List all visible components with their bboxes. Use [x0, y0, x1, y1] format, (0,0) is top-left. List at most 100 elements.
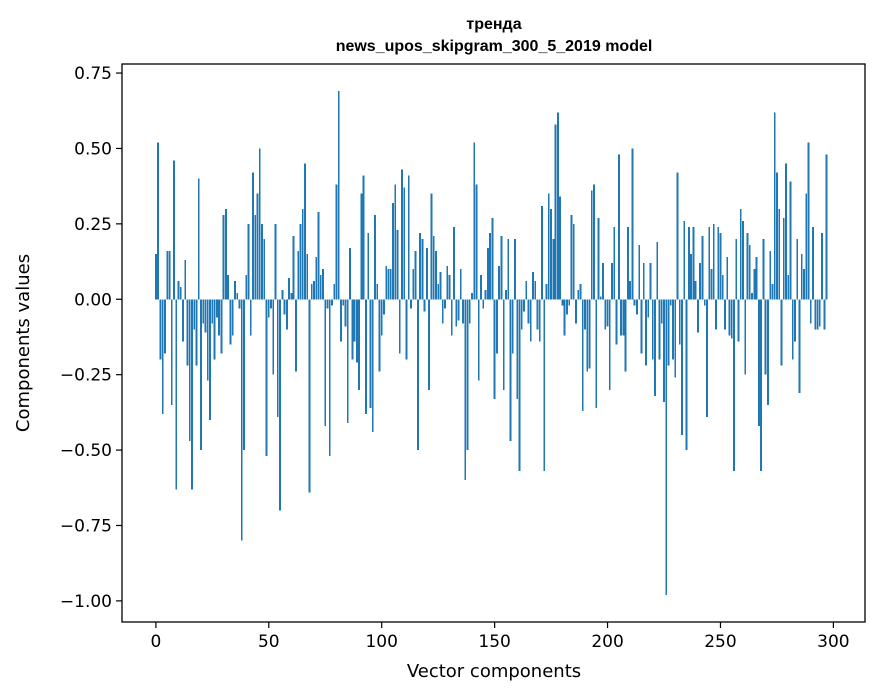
bar-component-105 — [392, 202, 394, 300]
bar-component-283 — [794, 299, 796, 342]
bar-component-202 — [611, 263, 613, 300]
bar-component-197 — [599, 296, 602, 300]
bar-component-226 — [665, 299, 668, 595]
bar-component-291 — [812, 226, 814, 300]
bar-component-220 — [651, 299, 654, 360]
bar-component-176 — [552, 238, 555, 300]
bar-component-286 — [800, 254, 803, 300]
bar-component-153 — [500, 235, 503, 300]
y-tick-label: −0.25 — [60, 366, 112, 386]
plot-frame — [121, 63, 866, 623]
bar-component-284 — [796, 238, 799, 300]
bar-component-66 — [304, 163, 306, 300]
bar-component-151 — [495, 299, 498, 354]
bar-component-126 — [439, 272, 442, 300]
bar-component-11 — [179, 287, 182, 300]
bar-component-129 — [446, 266, 449, 300]
bar-component-179 — [559, 196, 562, 300]
bar-component-156 — [507, 238, 510, 300]
bar-component-141 — [473, 142, 476, 300]
bar-component-180 — [561, 299, 564, 306]
bar-component-211 — [631, 148, 634, 300]
bar-component-155 — [505, 290, 507, 300]
bar-component-72 — [317, 211, 320, 300]
bar-component-84 — [344, 299, 347, 327]
bar-component-214 — [638, 244, 641, 300]
bar-component-279 — [785, 163, 787, 300]
bar-component-46 — [258, 148, 261, 300]
bar-component-50 — [267, 299, 270, 318]
bar-component-208 — [624, 299, 627, 372]
bar-component-222 — [656, 241, 659, 300]
bar-component-25 — [211, 299, 214, 324]
bar-component-290 — [809, 299, 812, 324]
bar-component-109 — [401, 169, 403, 300]
bar-component-277 — [780, 299, 783, 366]
bar-component-63 — [297, 251, 300, 300]
bar-component-2 — [159, 299, 162, 360]
bar-component-47 — [261, 223, 263, 300]
bar-component-4 — [164, 299, 166, 354]
y-tick-label: −0.50 — [60, 441, 112, 461]
bar-component-7 — [170, 299, 173, 405]
bar-component-57 — [283, 299, 286, 315]
bar-component-59 — [288, 278, 291, 300]
bar-component-143 — [477, 299, 480, 381]
bar-component-53 — [274, 223, 277, 300]
bar-component-169 — [536, 299, 539, 330]
bar-component-198 — [602, 263, 604, 300]
bar-component-215 — [640, 299, 643, 354]
bar-component-196 — [597, 217, 600, 300]
bar-component-102 — [385, 266, 388, 300]
bar-component-133 — [455, 299, 458, 327]
bar-component-161 — [518, 299, 521, 472]
bar-component-295 — [821, 232, 823, 300]
bar-component-38 — [240, 299, 243, 541]
y-axis-ticks: 0.75 0.50 0.25 0.00 −0.25 −0.50 −0.75 −1.00 — [60, 64, 122, 612]
bar-component-218 — [647, 299, 650, 318]
bar-component-100 — [380, 299, 383, 336]
bar-component-26 — [213, 299, 216, 360]
bar-component-242 — [701, 235, 704, 300]
bar-component-225 — [663, 299, 665, 402]
bar-component-206 — [620, 299, 622, 336]
bar-component-49 — [265, 299, 268, 457]
bar-component-262 — [746, 232, 749, 300]
bar-component-123 — [432, 235, 435, 300]
bar-component-221 — [654, 299, 656, 396]
bar-component-297 — [825, 154, 828, 300]
bar-component-259 — [739, 208, 742, 300]
bar-component-227 — [667, 299, 670, 366]
bar-component-65 — [301, 208, 304, 300]
bar-component-186 — [575, 299, 577, 324]
bar-component-223 — [658, 299, 661, 360]
bar-component-248 — [715, 299, 717, 330]
bar-component-235 — [685, 299, 688, 451]
bar-component-130 — [448, 275, 451, 300]
bar-component-48 — [263, 238, 266, 300]
bar-component-83 — [342, 299, 345, 306]
x-tick-label: 100 — [365, 632, 397, 652]
bar-component-91 — [360, 193, 363, 300]
bar-component-136 — [462, 299, 464, 324]
bar-component-182 — [565, 299, 568, 315]
bar-component-79 — [333, 284, 336, 300]
bar-component-128 — [444, 299, 446, 309]
bar-component-27 — [215, 299, 218, 318]
bar-component-32 — [227, 275, 230, 300]
bar-component-71 — [315, 257, 318, 300]
y-tick-label: 0.25 — [74, 215, 112, 235]
bar-component-255 — [730, 299, 733, 339]
bar-component-116 — [416, 299, 419, 451]
bar-component-108 — [398, 299, 401, 354]
bar-component-178 — [556, 112, 559, 300]
bar-component-271 — [766, 299, 769, 405]
bar-component-124 — [435, 251, 437, 300]
bar-component-5 — [166, 251, 169, 300]
bar-component-157 — [509, 299, 512, 442]
bar-component-19 — [197, 178, 200, 300]
bar-component-142 — [475, 184, 478, 300]
y-tick-label: 0.50 — [74, 139, 112, 159]
bar-component-37 — [238, 299, 241, 309]
